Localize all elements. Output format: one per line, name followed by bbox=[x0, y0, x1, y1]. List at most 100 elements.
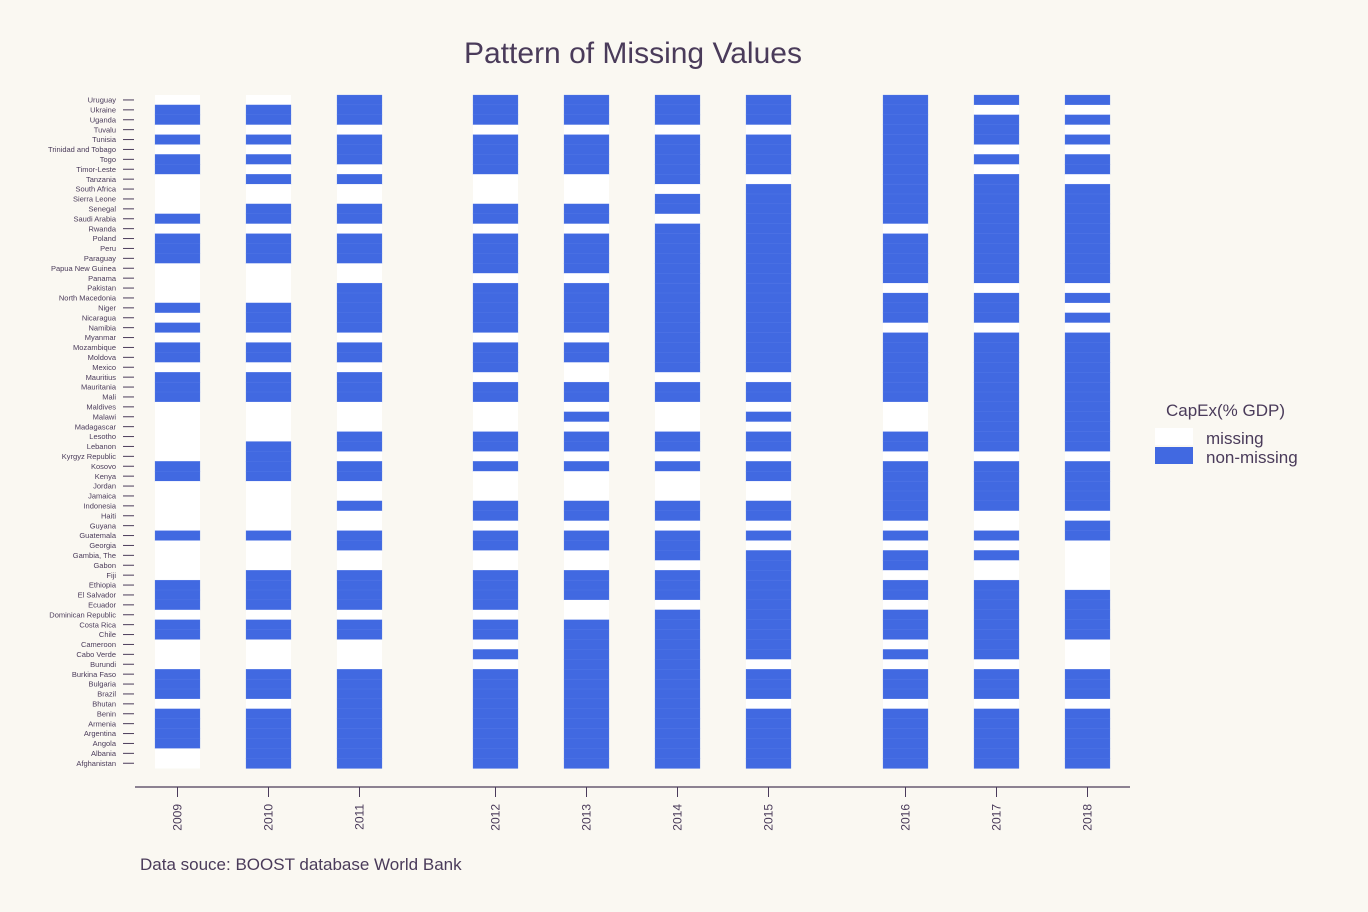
cell-non-missing bbox=[472, 708, 519, 720]
cell-non-missing bbox=[1064, 669, 1111, 680]
cell-missing bbox=[883, 411, 928, 422]
cell-missing bbox=[473, 421, 518, 432]
country-label: Jamaica bbox=[88, 492, 117, 501]
cell-non-missing bbox=[472, 431, 519, 442]
cell-non-missing bbox=[245, 174, 292, 185]
country-label: Sierra Leone bbox=[73, 195, 116, 204]
cell-non-missing bbox=[882, 708, 929, 720]
cell-missing bbox=[746, 520, 791, 531]
cell-non-missing bbox=[1064, 193, 1111, 205]
cell-non-missing bbox=[654, 154, 701, 165]
cell-non-missing bbox=[336, 758, 383, 769]
cell-non-missing bbox=[745, 609, 792, 621]
cell-missing bbox=[155, 520, 200, 531]
cell-non-missing bbox=[745, 322, 792, 334]
cell-non-missing bbox=[1064, 94, 1111, 106]
cell-non-missing bbox=[1064, 688, 1111, 700]
cell-non-missing bbox=[973, 213, 1020, 225]
cell-non-missing bbox=[336, 282, 383, 294]
cell-non-missing bbox=[245, 461, 292, 472]
country-label: Cabo Verde bbox=[76, 650, 116, 659]
cell-missing bbox=[746, 698, 791, 710]
country-label: Paraguay bbox=[84, 254, 116, 263]
cell-non-missing bbox=[472, 599, 519, 611]
cell-missing bbox=[473, 609, 518, 620]
cell-non-missing bbox=[154, 629, 201, 640]
cell-non-missing bbox=[1064, 391, 1111, 403]
cell-missing bbox=[564, 372, 609, 383]
cell-non-missing bbox=[563, 312, 610, 324]
cell-non-missing bbox=[745, 144, 792, 155]
cell-non-missing bbox=[1064, 273, 1111, 284]
cell-missing bbox=[1065, 698, 1110, 710]
cell-missing bbox=[473, 550, 518, 561]
cell-missing bbox=[883, 520, 928, 531]
cell-non-missing bbox=[154, 589, 201, 601]
cell-non-missing bbox=[745, 639, 792, 650]
cell-non-missing bbox=[745, 619, 792, 631]
cell-missing bbox=[564, 194, 609, 205]
cell-missing bbox=[564, 124, 609, 135]
cell-non-missing bbox=[472, 94, 519, 106]
cell-missing bbox=[473, 491, 518, 502]
country-label: Saudi Arabia bbox=[73, 214, 116, 223]
cell-non-missing bbox=[882, 144, 929, 155]
country-label: Benin bbox=[97, 709, 116, 718]
cell-non-missing bbox=[882, 579, 929, 591]
cell-non-missing bbox=[154, 530, 201, 541]
cell-non-missing bbox=[563, 688, 610, 700]
cell-non-missing bbox=[973, 708, 1020, 720]
cell-non-missing bbox=[973, 174, 1020, 185]
cell-non-missing bbox=[745, 243, 792, 254]
cell-non-missing bbox=[245, 104, 292, 116]
cell-missing bbox=[246, 124, 291, 135]
cell-non-missing bbox=[973, 758, 1020, 769]
cell-non-missing bbox=[654, 669, 701, 680]
cell-non-missing bbox=[882, 500, 929, 512]
cell-missing bbox=[246, 164, 291, 175]
cell-non-missing bbox=[336, 352, 383, 363]
cell-non-missing bbox=[654, 193, 701, 205]
cell-non-missing bbox=[654, 223, 701, 235]
cell-non-missing bbox=[563, 461, 610, 472]
cell-missing bbox=[246, 273, 291, 284]
cell-non-missing bbox=[882, 480, 929, 492]
cell-non-missing bbox=[745, 431, 792, 442]
cell-non-missing bbox=[336, 688, 383, 700]
cell-non-missing bbox=[973, 480, 1020, 492]
cell-non-missing bbox=[336, 728, 383, 739]
cell-non-missing bbox=[336, 461, 383, 472]
cell-non-missing bbox=[472, 352, 519, 363]
cell-missing bbox=[974, 540, 1019, 551]
cell-non-missing bbox=[563, 500, 610, 512]
cell-missing bbox=[1065, 510, 1110, 521]
cell-non-missing bbox=[973, 134, 1020, 145]
cell-non-missing bbox=[563, 144, 610, 155]
cell-missing bbox=[246, 411, 291, 422]
cell-non-missing bbox=[745, 758, 792, 769]
cell-non-missing bbox=[472, 233, 519, 244]
cell-missing bbox=[1065, 174, 1110, 185]
cell-missing bbox=[155, 698, 200, 710]
cell-non-missing bbox=[1064, 342, 1111, 353]
year-label: 2018 bbox=[1081, 804, 1095, 831]
cell-missing bbox=[155, 401, 200, 413]
cell-non-missing bbox=[654, 391, 701, 403]
country-label: North Macedonia bbox=[59, 294, 117, 303]
cell-non-missing bbox=[563, 639, 610, 650]
cell-non-missing bbox=[472, 629, 519, 640]
cell-missing bbox=[655, 213, 700, 224]
cell-non-missing bbox=[154, 718, 201, 730]
cell-non-missing bbox=[654, 540, 701, 551]
cell-non-missing bbox=[745, 738, 792, 749]
cell-non-missing bbox=[472, 530, 519, 541]
legend-label-missing: missing bbox=[1206, 429, 1264, 448]
cell-non-missing bbox=[882, 94, 929, 106]
cell-non-missing bbox=[973, 500, 1020, 512]
cell-non-missing bbox=[745, 94, 792, 106]
cell-missing bbox=[564, 421, 609, 432]
cell-non-missing bbox=[654, 263, 701, 274]
cell-non-missing bbox=[154, 253, 201, 264]
cell-non-missing bbox=[154, 342, 201, 353]
